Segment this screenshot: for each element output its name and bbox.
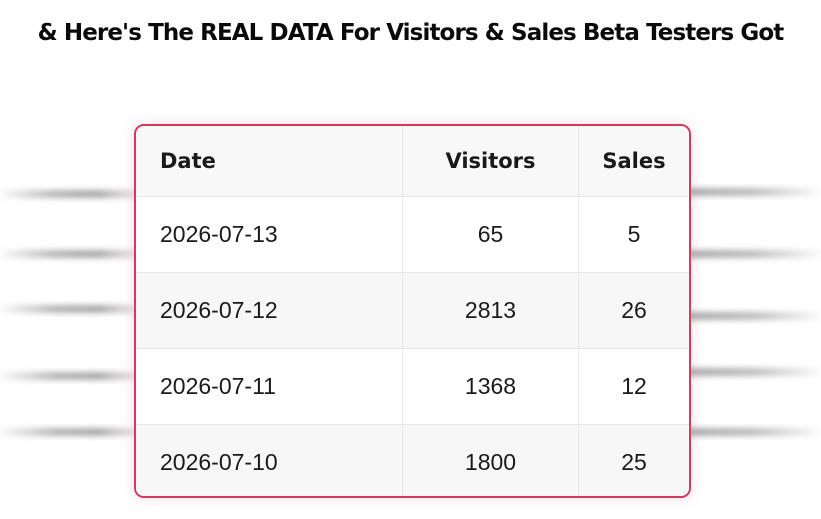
- cell-visitors: 1800: [402, 424, 579, 496]
- decorative-streak: [0, 372, 140, 380]
- cell-visitors: 65: [402, 196, 579, 273]
- decorative-streak: [0, 250, 140, 258]
- cell-sales: 5: [578, 196, 689, 273]
- decorative-streak: [682, 428, 821, 436]
- table-row: 2026-07-11 1368 12: [136, 348, 689, 425]
- table-row: 2026-07-12 2813 26: [136, 272, 689, 349]
- cell-date: 2026-07-13: [136, 196, 403, 273]
- column-header-visitors: Visitors: [402, 126, 579, 197]
- cell-visitors: 1368: [402, 348, 579, 425]
- data-table-card: Date Visitors Sales 2026-07-13 65 5 2026…: [134, 124, 691, 498]
- cell-sales: 12: [578, 348, 689, 425]
- column-header-date: Date: [136, 126, 403, 197]
- table-row: 2026-07-10 1800 25: [136, 424, 689, 496]
- decorative-streak: [682, 368, 821, 376]
- page-title: & Here's The REAL DATA For Visitors & Sa…: [37, 20, 785, 46]
- cell-sales: 25: [578, 424, 689, 496]
- decorative-streak: [682, 250, 821, 258]
- cell-date: 2026-07-10: [136, 424, 403, 496]
- decorative-streak: [0, 190, 140, 198]
- decorative-streak: [0, 305, 140, 313]
- table-row: 2026-07-13 65 5: [136, 196, 689, 273]
- decorative-streak: [682, 188, 821, 196]
- decorative-streak: [0, 428, 140, 436]
- cell-date: 2026-07-11: [136, 348, 403, 425]
- cell-sales: 26: [578, 272, 689, 349]
- cell-visitors: 2813: [402, 272, 579, 349]
- visitors-sales-table: Date Visitors Sales 2026-07-13 65 5 2026…: [136, 126, 689, 496]
- cell-date: 2026-07-12: [136, 272, 403, 349]
- decorative-streak: [682, 312, 821, 320]
- table-header-row: Date Visitors Sales: [136, 126, 689, 197]
- column-header-sales: Sales: [578, 126, 689, 197]
